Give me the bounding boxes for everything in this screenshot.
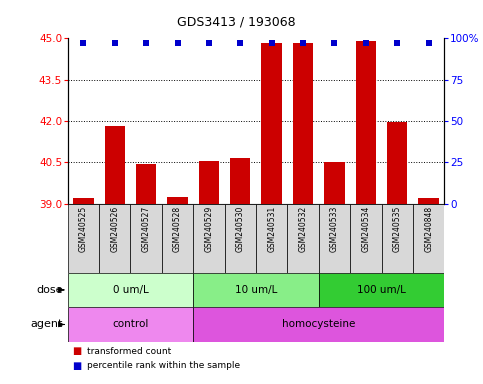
Text: GDS3413 / 193068: GDS3413 / 193068 xyxy=(177,16,296,29)
Bar xyxy=(193,204,225,273)
Bar xyxy=(225,204,256,273)
Text: ■: ■ xyxy=(72,361,82,371)
Bar xyxy=(319,273,444,307)
Bar xyxy=(418,198,439,204)
Text: GSM240533: GSM240533 xyxy=(330,205,339,252)
Bar xyxy=(230,158,251,204)
Bar xyxy=(413,204,444,273)
Bar xyxy=(130,204,162,273)
Text: GSM240529: GSM240529 xyxy=(204,205,213,252)
Text: 10 um/L: 10 um/L xyxy=(235,285,277,295)
Bar xyxy=(99,204,130,273)
Bar xyxy=(382,204,413,273)
Text: GSM240526: GSM240526 xyxy=(110,205,119,252)
Text: control: control xyxy=(112,319,149,329)
Text: ■: ■ xyxy=(72,346,82,356)
Bar xyxy=(193,307,444,342)
Text: GSM240525: GSM240525 xyxy=(79,205,88,252)
Bar xyxy=(162,204,193,273)
Bar xyxy=(73,198,94,204)
Bar xyxy=(104,126,125,204)
Text: GSM240530: GSM240530 xyxy=(236,205,245,252)
Text: dose: dose xyxy=(36,285,63,295)
Text: GSM240528: GSM240528 xyxy=(173,205,182,252)
Bar xyxy=(319,204,350,273)
Bar xyxy=(167,197,188,204)
Bar xyxy=(261,43,282,204)
Text: GSM240527: GSM240527 xyxy=(142,205,151,252)
Text: 0 um/L: 0 um/L xyxy=(113,285,148,295)
Text: homocysteine: homocysteine xyxy=(282,319,355,329)
Bar xyxy=(68,204,99,273)
Bar xyxy=(324,162,345,204)
Bar xyxy=(136,164,156,204)
Bar xyxy=(355,41,376,204)
Bar xyxy=(287,204,319,273)
Bar xyxy=(193,273,319,307)
Bar xyxy=(68,273,193,307)
Text: 100 um/L: 100 um/L xyxy=(357,285,406,295)
Text: GSM240532: GSM240532 xyxy=(298,205,308,252)
Text: GSM240848: GSM240848 xyxy=(424,205,433,252)
Bar xyxy=(199,161,219,204)
Bar xyxy=(68,307,193,342)
Text: GSM240534: GSM240534 xyxy=(361,205,370,252)
Text: GSM240535: GSM240535 xyxy=(393,205,402,252)
Bar xyxy=(256,204,287,273)
Bar xyxy=(387,122,408,204)
Bar xyxy=(293,43,313,204)
Bar xyxy=(350,204,382,273)
Text: transformed count: transformed count xyxy=(87,347,171,356)
Text: percentile rank within the sample: percentile rank within the sample xyxy=(87,361,240,370)
Text: GSM240531: GSM240531 xyxy=(267,205,276,252)
Text: agent: agent xyxy=(30,319,63,329)
